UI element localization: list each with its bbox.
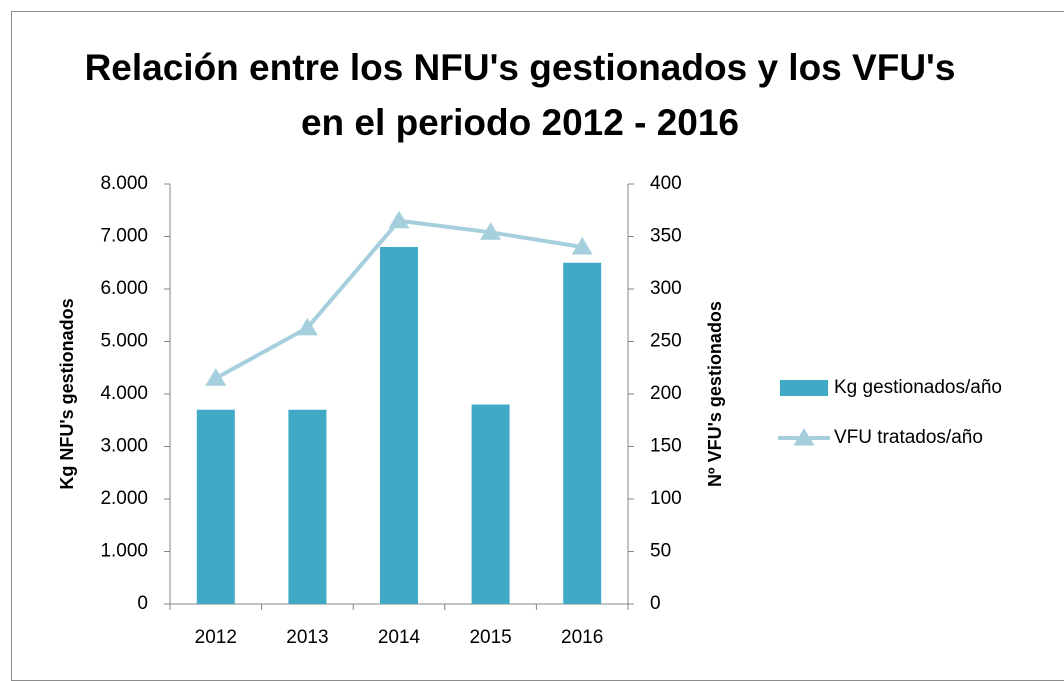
legend-label: VFU tratados/año (834, 427, 983, 448)
y2-tick-label: 200 (650, 383, 682, 404)
y-tick-label: 8.000 (100, 173, 148, 194)
y2-tick-label: 150 (650, 436, 682, 457)
chart: Kg NFU's gestionados Nº VFU's gestionado… (57, 173, 1002, 648)
y-axis-label: Kg NFU's gestionados (57, 298, 77, 489)
y2-tick-label: 300 (650, 278, 682, 299)
x-tick-label: 2015 (469, 627, 511, 648)
y2-tick-label: 50 (650, 541, 671, 562)
line-marker (571, 237, 593, 255)
y-tick-label: 1.000 (100, 541, 148, 562)
line-marker (388, 210, 410, 229)
legend-label: Kg gestionados/año (834, 377, 1002, 398)
y-tick-label: 5.000 (100, 331, 148, 352)
y2-axis-label: Nº VFU's gestionados (705, 301, 725, 487)
y2-tick-label: 400 (650, 173, 682, 194)
x-tick-label: 2016 (561, 627, 603, 648)
bar (563, 262, 602, 604)
y-tick-label: 4.000 (100, 383, 148, 404)
y2-tick-label: 100 (650, 488, 682, 509)
y-tick-label: 7.000 (100, 226, 148, 247)
chart-title: Relación entre los NFU's gestionados y l… (84, 47, 956, 143)
bar (288, 409, 327, 604)
legend-swatch (780, 380, 828, 396)
y2-tick-label: 350 (650, 226, 682, 247)
y-tick-label: 3.000 (100, 436, 148, 457)
y2-tick-label: 250 (650, 331, 682, 352)
y-tick-label: 2.000 (100, 488, 148, 509)
x-tick-label: 2012 (195, 627, 237, 648)
line-marker (480, 222, 502, 240)
x-tick-label: 2013 (286, 627, 328, 648)
bar (380, 247, 418, 604)
bar (471, 404, 510, 604)
x-tick-label: 2014 (378, 627, 421, 648)
y-tick-label: 6.000 (100, 278, 148, 299)
line-marker (205, 368, 227, 386)
legend-marker (793, 428, 815, 446)
bar (196, 409, 235, 604)
line-marker (296, 317, 318, 336)
y2-tick-label: 0 (650, 593, 661, 614)
y-tick-label: 0 (137, 593, 148, 614)
